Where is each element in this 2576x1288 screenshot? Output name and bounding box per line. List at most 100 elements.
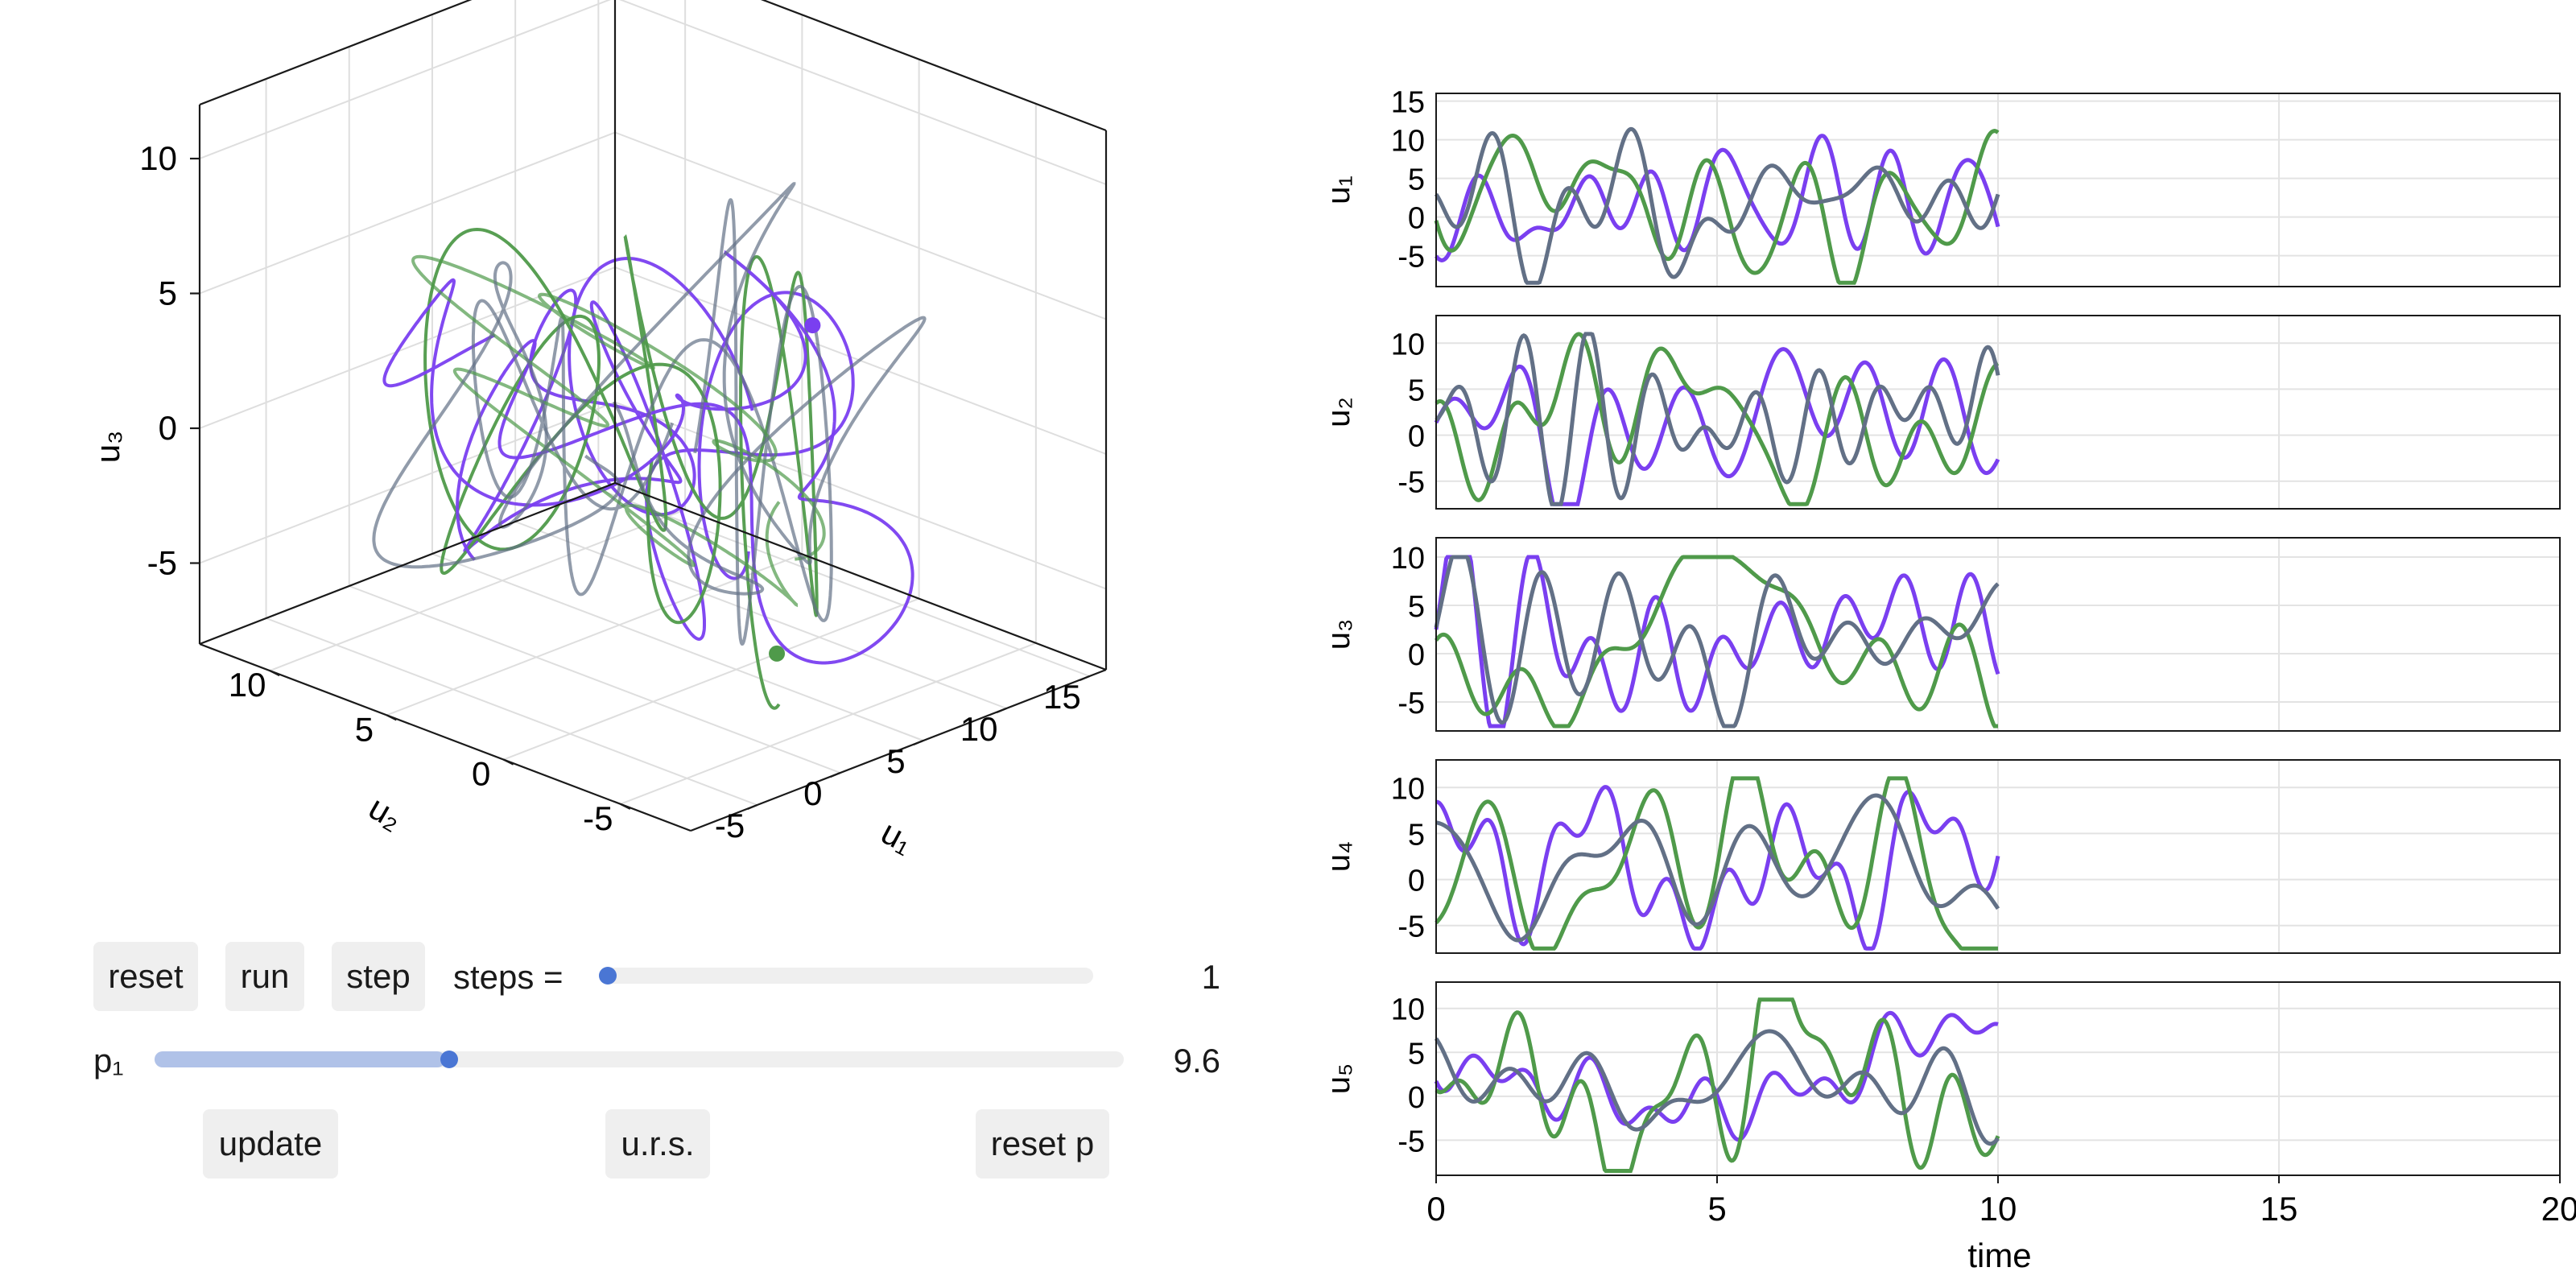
series-line — [1434, 126, 2000, 285]
panel-frame — [1435, 759, 2561, 954]
y-tick — [386, 714, 397, 721]
x-tick-label: 0 — [803, 774, 822, 812]
series-line — [1434, 347, 2000, 506]
urs-button[interactable]: u.r.s. — [605, 1109, 710, 1179]
x-tick-label: 10 — [960, 710, 998, 748]
grid-line — [614, 131, 1107, 320]
trajectory-line — [411, 254, 826, 608]
y-tick-label: -5 — [1397, 687, 1425, 720]
y-tick-label: 5 — [1408, 374, 1425, 407]
y-tick-label: 0 — [1408, 865, 1425, 898]
panel-u2: 10 5 0 -5 u₂ — [1321, 315, 2561, 510]
run-button[interactable]: run — [225, 942, 304, 1011]
y-tick-label: 10 — [229, 666, 266, 704]
panel-u5: 10 5 0 -5 u₅ — [1321, 981, 2561, 1176]
y-tick-label: 5 — [355, 710, 374, 748]
axis-edge — [614, 481, 1107, 671]
grid-line — [199, 131, 616, 295]
p1-label: p₁ — [93, 1042, 124, 1080]
y-axis-label: u₂ — [1321, 397, 1356, 427]
y-tick-label: -5 — [1397, 466, 1425, 500]
panel-frame — [1435, 93, 2561, 287]
panel-u4: 10 5 0 -5 u₄ — [1321, 759, 2561, 954]
x-tick-label: -5 — [715, 807, 745, 844]
steps-slider[interactable] — [599, 967, 1093, 985]
y-axis-label: u₅ — [1321, 1063, 1356, 1094]
grid-line — [349, 585, 841, 774]
grid-line — [598, 489, 1090, 677]
x-tick-label: 15 — [1043, 678, 1081, 716]
u1-axis-label: u₁ — [875, 813, 919, 861]
u3-axis-label: u₃ — [89, 431, 126, 463]
axis-box-3d — [198, 0, 1108, 832]
y-tick-label: 5 — [1408, 590, 1425, 624]
reset-p-button[interactable]: reset p — [976, 1109, 1109, 1179]
axis-edge — [690, 668, 1107, 832]
trajectory-endpoint — [769, 645, 786, 662]
y-tick — [503, 758, 514, 766]
p1-value: 9.6 — [1173, 1042, 1220, 1080]
series-line — [1434, 555, 2000, 729]
x-tick-label: 0 — [1426, 1190, 1445, 1228]
panel-u1: 15 10 5 0 -5 u₁ — [1321, 86, 2561, 287]
trajectories-3d — [372, 182, 927, 710]
grid-line — [431, 553, 924, 741]
panel-u3: 10 5 0 -5 u₃ — [1321, 537, 2561, 732]
update-button[interactable]: update — [203, 1109, 338, 1179]
trajectory-endpoint — [804, 317, 821, 334]
y-tick-label: 0 — [1408, 638, 1425, 672]
x-tick-label: 5 — [1707, 1190, 1726, 1228]
axis-edge — [199, 481, 616, 646]
grid-line — [199, 266, 616, 429]
y-tick-label: 5 — [1408, 163, 1425, 197]
y-tick-label: 10 — [1391, 125, 1425, 159]
x-tick-label: 15 — [2260, 1190, 2298, 1228]
step-button[interactable]: step — [332, 942, 425, 1011]
p1-slider-knob[interactable] — [440, 1051, 458, 1068]
y-tick — [620, 803, 631, 810]
series-line — [1435, 793, 2000, 943]
x-tick-label: 5 — [886, 742, 905, 780]
x-tick — [830, 771, 841, 778]
u2-axis-label: u₂ — [362, 788, 409, 837]
steps-label: steps = — [453, 958, 564, 996]
x-tick — [747, 803, 758, 811]
grid-line — [514, 521, 1007, 709]
series-line — [1434, 555, 2000, 729]
y-tick-label: -5 — [1397, 1125, 1425, 1158]
trajectory-line — [471, 198, 833, 646]
y-tick-label: -5 — [1397, 910, 1425, 944]
grid-line — [199, 0, 612, 159]
y-tick-label: 10 — [1391, 993, 1425, 1027]
y-tick-label: 0 — [1408, 202, 1425, 236]
y-tick-label: -5 — [1397, 241, 1425, 275]
timeseries-plots[interactable]: 151050-5u₁1050-5u₂1050-5u₃1050-5u₄1050-5… — [1288, 0, 2576, 1288]
series-line — [1435, 776, 1998, 951]
y-tick-label: 0 — [472, 755, 490, 793]
series-line — [1435, 332, 2000, 506]
y-tick-label: 0 — [1408, 1081, 1425, 1115]
series-line — [1434, 555, 1998, 729]
trajectory-line — [372, 182, 927, 596]
x-tick-label: 20 — [2541, 1190, 2576, 1228]
ticks-3d: -5 0 5 10 15 10 5 0 -5 10 5 0 -5 — [139, 139, 1090, 844]
x-tick — [1079, 675, 1090, 682]
grid-line — [619, 0, 1107, 185]
y-tick-label: 5 — [1408, 1037, 1425, 1071]
series-line — [1434, 1029, 2000, 1146]
x-tick — [913, 739, 924, 746]
steps-value: 1 — [1201, 958, 1220, 996]
x-tick-label: 10 — [1979, 1190, 2017, 1228]
reset-button[interactable]: reset — [93, 942, 198, 1011]
steps-slider-knob[interactable] — [599, 967, 617, 985]
p1-slider[interactable] — [155, 1051, 1124, 1068]
trajectory-3d-plot[interactable]: -5 0 5 10 15 10 5 0 -5 10 5 0 -5 u₁ u₂ u₃ — [0, 0, 1288, 910]
y-tick-label: 15 — [1391, 86, 1425, 120]
y-tick-label: 5 — [1408, 818, 1425, 852]
y-tick-label: 0 — [1408, 420, 1425, 454]
time-axis: 0 5 10 15 20 — [1426, 1175, 2576, 1228]
y-axis-label: u₄ — [1321, 841, 1356, 873]
panel-frame — [1435, 537, 2561, 732]
x-tick — [996, 707, 1007, 714]
panel-frame — [1435, 315, 2561, 510]
